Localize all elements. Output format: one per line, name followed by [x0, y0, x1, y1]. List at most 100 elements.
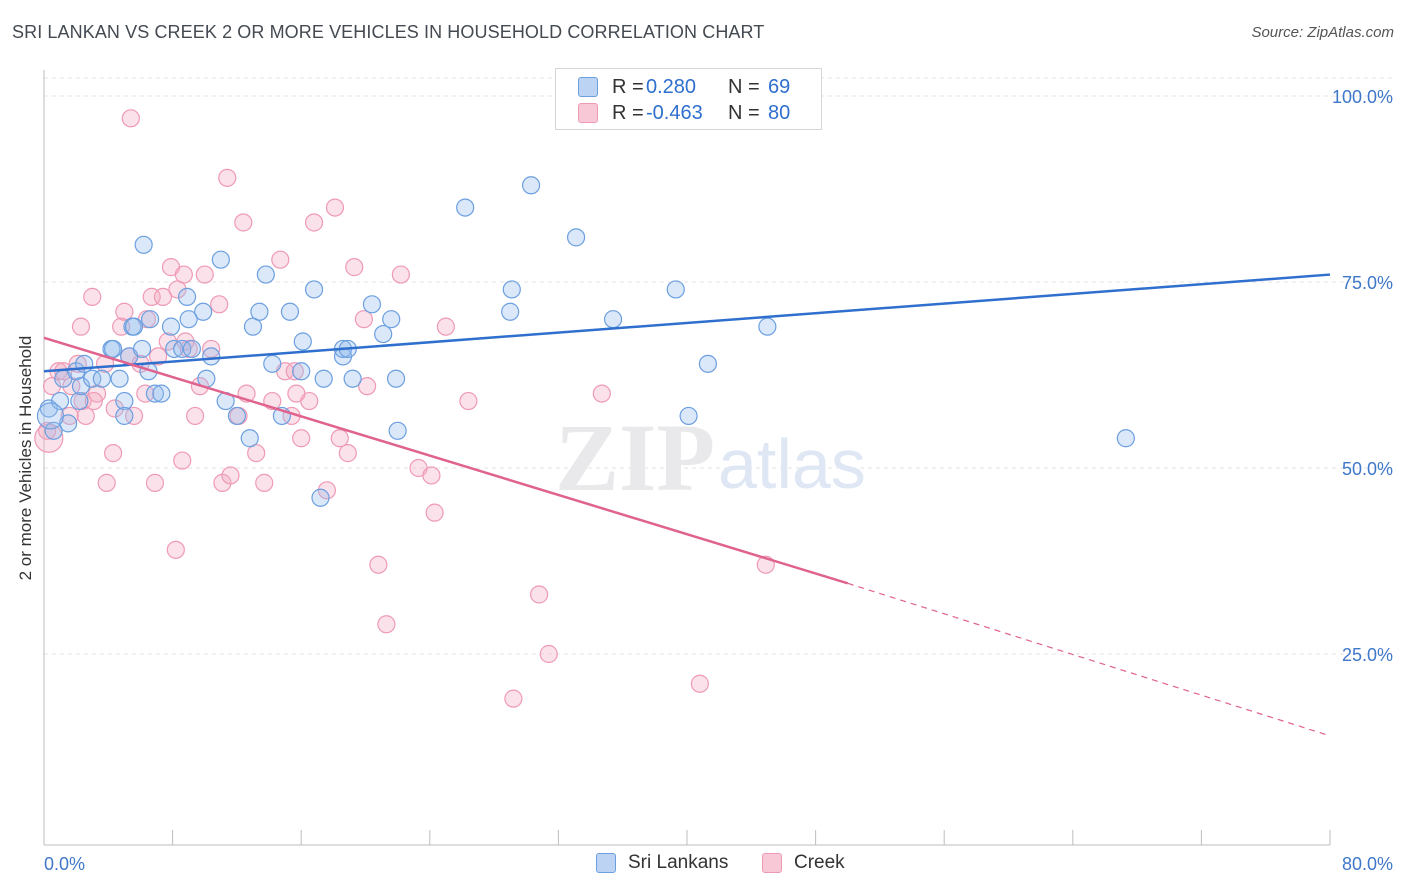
sri-lankan-point: [456, 198, 475, 217]
creek-point: [325, 198, 345, 217]
creek-point: [60, 406, 79, 426]
sri-lankan-point: [70, 391, 89, 411]
sri-lankan-point: [666, 280, 685, 299]
y-tick-label: 50.0%: [1342, 459, 1393, 479]
creek-point: [539, 644, 558, 664]
creek-point: [425, 503, 444, 522]
creek-point: [153, 287, 173, 306]
sri-lankan-point: [758, 317, 777, 336]
trend-lines: [43, 273, 1331, 737]
sri-lankan-point: [182, 339, 201, 359]
sri-lankan-point: [386, 369, 406, 388]
sri-lankan-point: [59, 414, 78, 433]
legend-n-value: 69: [768, 75, 791, 98]
sri-lankan-point: [314, 369, 333, 388]
creek-point: [287, 384, 306, 403]
sri-lankan-point: [177, 287, 197, 306]
sri-lankan-point: [698, 354, 717, 373]
series-swatch-pink: [762, 853, 782, 873]
sri-lankan-point: [280, 302, 300, 321]
creek-point: [459, 391, 478, 411]
legend-n-label: N =: [728, 101, 760, 124]
creek-point: [338, 444, 357, 463]
sri-lankan-point: [152, 384, 171, 403]
creek-point: [210, 295, 229, 314]
sri-lankan-point: [304, 280, 324, 299]
sri-lankan-point: [227, 406, 246, 426]
creek-point: [391, 265, 410, 284]
sri-lankan-point: [293, 332, 312, 351]
legend-r-value: -0.463: [646, 101, 703, 124]
sri-lankan-point: [603, 310, 623, 329]
sri-lankan-point: [679, 406, 698, 426]
legend-swatch-blue: [578, 77, 598, 97]
creek-point: [377, 615, 396, 634]
sri-lankan-point: [83, 369, 102, 388]
sri-lankan-point: [161, 317, 181, 336]
creek-point: [330, 429, 349, 448]
series-legend-creek[interactable]: Creek: [762, 852, 845, 874]
series-swatch-blue: [596, 853, 616, 873]
sri-lankan-point: [501, 302, 520, 321]
sri-lankan-point: [388, 421, 407, 440]
sri-lankan-point: [134, 235, 153, 254]
sri-lankan-point: [292, 362, 311, 381]
series-legend-sri-lankans[interactable]: Sri Lankans: [596, 852, 728, 874]
legend-n-value: 80: [768, 101, 791, 124]
creek-point: [121, 109, 140, 128]
sri-lankan-point: [362, 295, 382, 314]
legend-r-label: R =: [612, 101, 644, 124]
creek-point: [285, 362, 304, 381]
creek-point: [304, 213, 324, 232]
sri-lankan-point: [132, 339, 152, 359]
legend-row-sri-lankans: R = 0.280 N = 69: [578, 75, 790, 99]
x-tick-label: 80.0%: [1342, 854, 1393, 874]
creek-point: [530, 585, 549, 604]
sri-lankan-point: [1116, 429, 1135, 448]
sri-lankan-point: [263, 354, 282, 373]
creek-point: [592, 384, 611, 403]
creek-trend-line: [43, 336, 849, 585]
chart-title: SRI LANKAN VS CREEK 2 OR MORE VEHICLES I…: [12, 22, 765, 42]
creek-point: [84, 391, 103, 411]
y-tick-label: 75.0%: [1342, 273, 1393, 293]
sri-lankan-point: [343, 369, 362, 388]
creek-point: [97, 473, 116, 492]
series-label-sri-lankans: Sri Lankans: [628, 852, 729, 873]
legend-r-value: 0.280: [646, 75, 697, 98]
creek-point: [136, 384, 155, 403]
series-label-creek: Creek: [794, 852, 845, 873]
creek-point: [504, 689, 523, 708]
sri-lankan-point: [124, 317, 144, 336]
sri-lankan-point: [202, 347, 221, 366]
sri-lankan-point: [179, 310, 198, 329]
sri-lankan-point: [110, 369, 129, 388]
x-tick-label: 0.0%: [44, 854, 85, 874]
creek-point: [105, 399, 124, 418]
sri-lankan-trend-line: [43, 273, 1331, 373]
y-tick-label: 25.0%: [1342, 645, 1393, 665]
creek-point: [422, 466, 441, 485]
sri-lankan-point: [382, 310, 401, 329]
legend-row-creek: R = -0.463 N = 80: [578, 101, 790, 125]
creek-point: [354, 310, 373, 329]
sri-lankan-point: [115, 391, 134, 411]
watermark: ZIP atlas: [555, 404, 866, 511]
gridlines: [44, 77, 1392, 655]
creek-point: [195, 265, 214, 284]
creek-trend-extension: [847, 582, 1331, 737]
creek-point: [345, 258, 364, 277]
creek-point: [158, 332, 177, 351]
source-label: Source: ZipAtlas.com: [1251, 24, 1394, 41]
creek-point: [255, 473, 274, 492]
creek-point: [145, 473, 165, 492]
creek-point: [115, 302, 134, 321]
creek-point: [166, 540, 185, 559]
sri-lankan-point: [256, 265, 275, 284]
creek-point: [358, 377, 377, 396]
creek-point: [124, 406, 144, 426]
sri-lankan-point: [566, 228, 586, 247]
creek-point: [218, 168, 237, 187]
creek-point: [369, 555, 388, 574]
